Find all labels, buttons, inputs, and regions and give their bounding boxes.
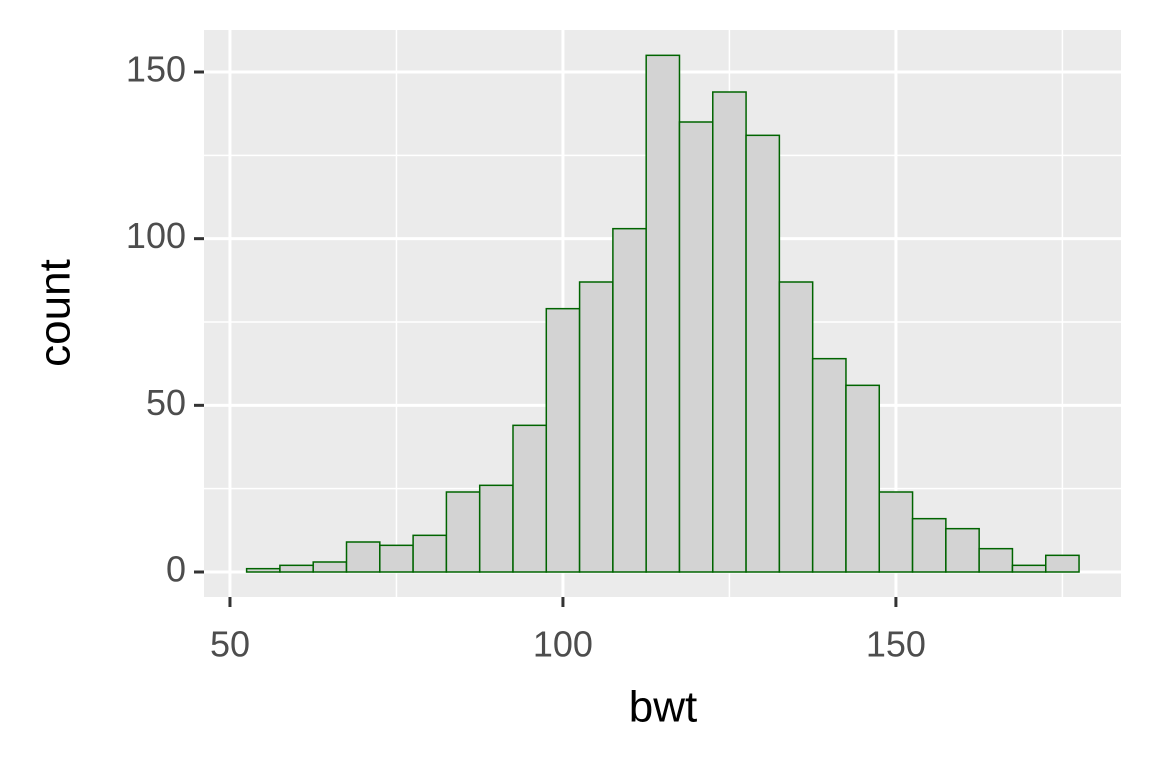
bar bbox=[745, 134, 781, 573]
y-axis-title: count bbox=[31, 259, 80, 367]
bar bbox=[878, 491, 914, 573]
bar bbox=[578, 281, 614, 573]
bar bbox=[379, 544, 414, 573]
x-axis-title: bwt bbox=[629, 683, 697, 732]
y-tick-label: 150 bbox=[126, 49, 186, 90]
bar bbox=[945, 527, 980, 573]
bar bbox=[445, 491, 481, 573]
bar bbox=[911, 517, 947, 573]
bar bbox=[978, 547, 1014, 573]
bar bbox=[645, 54, 681, 573]
bar bbox=[245, 567, 281, 573]
bar bbox=[478, 484, 514, 573]
x-tick-label: 50 bbox=[210, 624, 250, 665]
bar bbox=[712, 91, 747, 573]
y-tick-label: 0 bbox=[166, 549, 186, 590]
x-tick-label: 100 bbox=[533, 624, 593, 665]
bar bbox=[412, 534, 448, 573]
y-tick-label: 100 bbox=[126, 215, 186, 256]
bar bbox=[845, 384, 881, 573]
bar bbox=[778, 281, 814, 573]
x-tick-label: 150 bbox=[866, 624, 926, 665]
bar bbox=[678, 121, 714, 573]
bar bbox=[1044, 554, 1080, 573]
bar bbox=[279, 564, 314, 573]
bar bbox=[612, 227, 647, 573]
bar bbox=[1011, 564, 1047, 573]
bar bbox=[345, 541, 381, 573]
bar bbox=[545, 307, 581, 573]
bar bbox=[312, 561, 348, 573]
bar bbox=[811, 357, 847, 573]
bar bbox=[512, 424, 548, 573]
y-tick-label: 50 bbox=[146, 382, 186, 423]
